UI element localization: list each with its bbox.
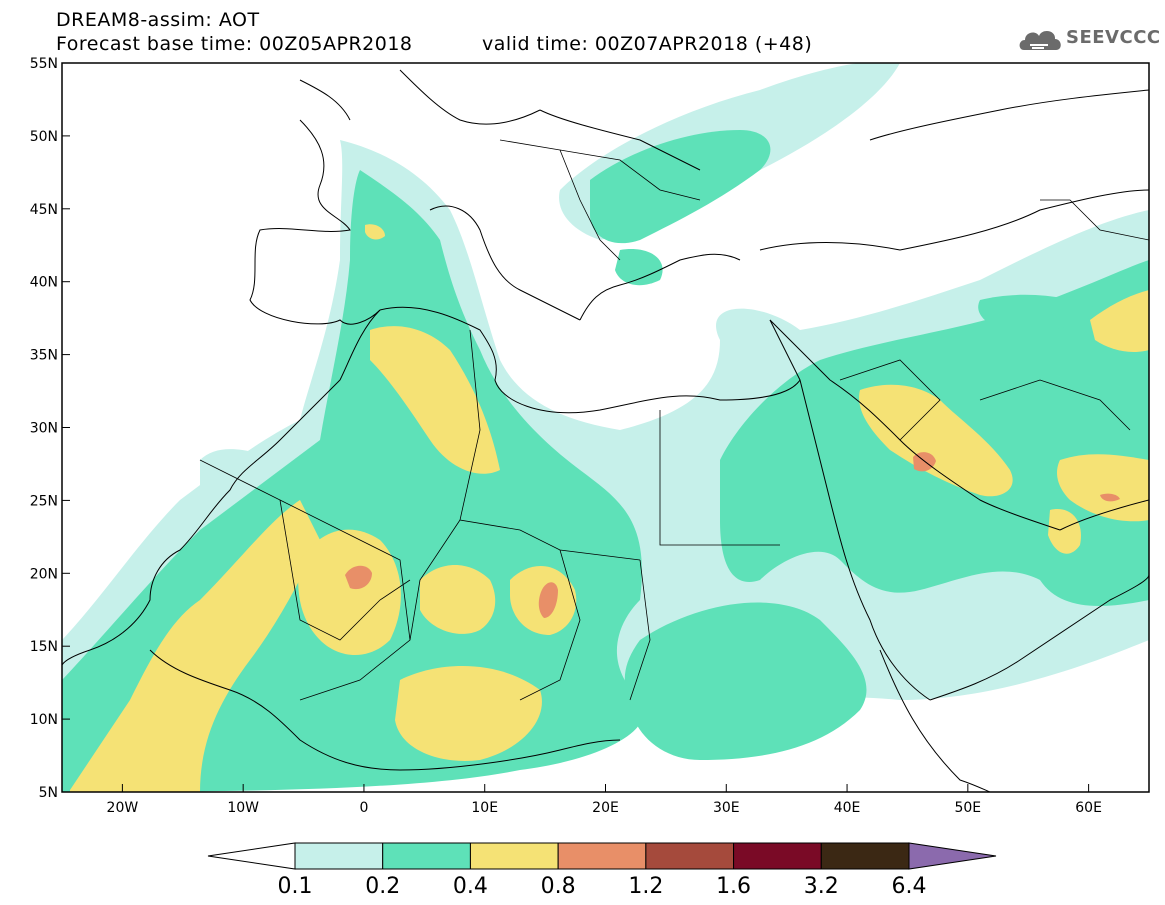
y-tick-label: 55N (30, 56, 58, 72)
x-tick-label: 40E (834, 800, 861, 816)
y-tick-label: 15N (30, 639, 58, 655)
colorbar-label: 6.4 (892, 874, 927, 899)
y-tick-label: 30N (30, 421, 58, 437)
x-axis: 20W 10W 0 10E 20E 30E 40E 50E 60E (107, 784, 1102, 816)
y-axis: 55N 50N 45N 40N 35N 30N 25N 20N 15N 10N 5N (30, 56, 70, 801)
country-borders (199, 139, 1149, 701)
y-tick-label: 5N (39, 785, 58, 801)
x-tick-label: 20W (107, 800, 139, 816)
y-tick-label: 25N (30, 493, 58, 509)
colorbar-swatch (820, 842, 910, 870)
colorbar-label: 0.1 (278, 874, 313, 899)
x-tick-label: 20E (592, 800, 619, 816)
aot-field (62, 63, 1149, 792)
colorbar-label: 3.2 (804, 874, 839, 899)
colorbar-swatch (294, 842, 384, 870)
colorbar-label: 0.2 (365, 874, 400, 899)
y-tick-label: 40N (30, 275, 58, 291)
valid-time: valid time: 00Z07APR2018 (+48) (482, 33, 813, 55)
colorbar-min-arrow (207, 842, 296, 870)
cloud-logo-icon (1019, 30, 1061, 50)
colorbar-swatch (469, 842, 559, 870)
y-tick-label: 20N (30, 566, 58, 582)
colorbar-swatch (382, 842, 471, 870)
x-tick-label: 10E (471, 800, 498, 816)
colorbar-swatch (645, 842, 735, 870)
y-tick-label: 10N (30, 712, 58, 728)
colorbar: 0.1 0.2 0.4 0.8 1.2 1.6 3.2 6.4 (207, 842, 997, 899)
colorbar-max-arrow (908, 842, 997, 870)
y-tick-label: 35N (30, 348, 58, 364)
map-title: DREAM8-assim: AOT (56, 9, 260, 31)
forecast-base-time: Forecast base time: 00Z05APR2018 (56, 33, 413, 55)
colorbar-swatch (733, 842, 822, 870)
logo-text: SEEVCCC (1066, 27, 1161, 48)
x-tick-label: 50E (954, 800, 981, 816)
colorbar-label: 0.4 (453, 874, 488, 899)
y-tick-label: 45N (30, 202, 58, 218)
x-tick-label: 30E (713, 800, 740, 816)
y-tick-label: 50N (30, 129, 58, 145)
x-tick-label: 60E (1075, 800, 1102, 816)
colorbar-swatch (557, 842, 647, 870)
coastlines (62, 69, 1149, 792)
x-tick-label: 0 (359, 800, 368, 816)
x-tick-label: 10W (227, 800, 259, 816)
colorbar-label: 0.8 (541, 874, 576, 899)
colorbar-label: 1.6 (716, 874, 751, 899)
colorbar-label: 1.2 (628, 874, 663, 899)
